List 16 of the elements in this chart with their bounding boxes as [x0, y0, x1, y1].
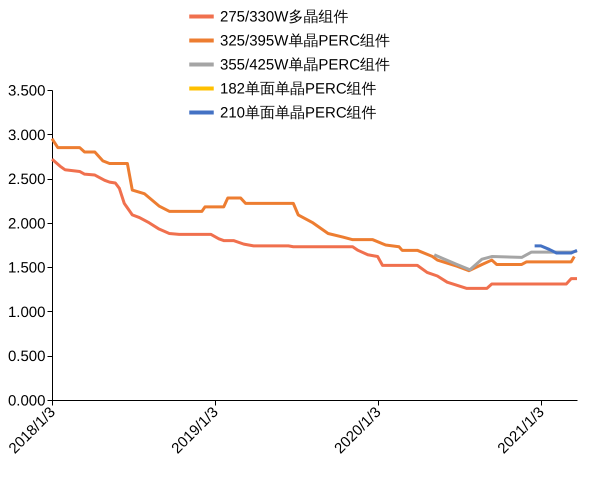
- line-series: [50, 158, 578, 290]
- line-series: [533, 244, 578, 254]
- y-tick-label: 3.500: [8, 82, 46, 100]
- legend-label: 210单面单晶PERC组件: [220, 104, 377, 122]
- y-tick-label: 0.000: [8, 392, 46, 410]
- y-tick-label: 1.500: [8, 260, 46, 277]
- legend-label: 325/395W单晶PERC组件: [220, 32, 390, 50]
- legend-label: 275/330W多晶组件: [220, 8, 348, 26]
- y-tick-label: 1.000: [8, 304, 46, 321]
- y-tick-label: 0.500: [8, 348, 46, 366]
- y-tick-label: 3.000: [8, 126, 46, 144]
- legend-label: 355/425W单晶PERC组件: [220, 56, 390, 74]
- y-tick-label: 2.000: [8, 215, 46, 232]
- line-series: [50, 137, 576, 272]
- y-tick-label: 2.500: [8, 171, 46, 188]
- legend-label: 182单面单晶PERC组件: [220, 80, 377, 98]
